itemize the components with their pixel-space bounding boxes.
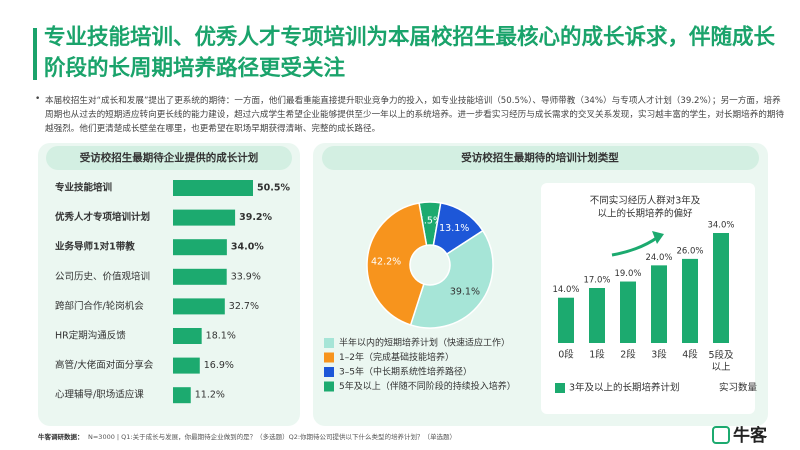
- logo-icon: [712, 426, 730, 444]
- legend-label: 3年及以上的长期培养计划: [569, 382, 680, 394]
- inset-box: [541, 183, 755, 414]
- value-label: 24.0%: [645, 253, 672, 263]
- value-label: 50.5%: [257, 183, 290, 194]
- summary: 本届校招生对“成长和发展”提出了更系统的期待：一方面，他们最看重能直接提升职业竞…: [45, 96, 785, 134]
- category-label: 公司历史、价值观培训: [55, 270, 150, 282]
- annotation: 不同实习经历人群对3年及: [590, 195, 701, 207]
- value-label: 16.9%: [204, 360, 234, 371]
- legend-label: 3–5年（中长期系统性培养路径）: [339, 366, 472, 378]
- trend-arrow-head: [652, 231, 664, 244]
- bar: [558, 297, 574, 343]
- value-label: 11.2%: [195, 390, 225, 401]
- x-tick-label-line: 以上: [711, 362, 731, 373]
- legend-label: 半年以内的短期培养计划（快速适应工作）: [339, 337, 510, 349]
- category-label: 业务导师1对1带教: [55, 241, 135, 253]
- legend-label: 1–2年（完成基础技能培养）: [339, 351, 454, 363]
- pie-slice: [409, 229, 494, 329]
- title-accent: [33, 28, 37, 80]
- logo: 牛客: [733, 425, 768, 446]
- source: N=3000 | Q1:关于成长与发展，你最期待企业做到的是？（多选题）Q2:你…: [88, 432, 456, 441]
- value-label: 34.0%: [231, 242, 264, 253]
- bar: [620, 281, 636, 343]
- bar: [173, 298, 225, 315]
- legend-swatch: [555, 383, 565, 393]
- x-tick-label: 4段: [682, 349, 698, 361]
- value-label: 33.9%: [231, 271, 261, 282]
- bar: [173, 328, 202, 344]
- chart-title: 受访校招生最期待企业提供的成长计划: [80, 151, 259, 164]
- legend-swatch: [324, 367, 334, 377]
- pie-slice: [366, 202, 428, 326]
- value-label: 32.7%: [229, 301, 259, 312]
- bar: [651, 265, 667, 343]
- value-label: 34.0%: [707, 221, 734, 231]
- value-label: 19.0%: [614, 269, 641, 279]
- annotation: 以上的长期培养的偏好: [597, 208, 693, 220]
- bar: [713, 233, 729, 343]
- bar: [173, 387, 191, 404]
- value-label: 14.0%: [552, 285, 579, 295]
- bar: [173, 357, 200, 374]
- x-tick-label: 1段: [589, 349, 605, 361]
- bar: [173, 268, 227, 285]
- x-axis-label: 实习数量: [719, 382, 758, 394]
- legend-swatch: [324, 338, 334, 348]
- panel-header: [46, 146, 292, 170]
- slide-title: 专业技能培训、优秀人才专项培训为本届校招生最核心的成长诉求，伴随成长阶段的长周期…: [44, 25, 776, 81]
- legend-swatch: [324, 381, 334, 392]
- category-label: 跨部门合作/轮岗机会: [55, 300, 144, 312]
- x-tick-label-line: 5段及: [708, 349, 734, 361]
- value-label: 5.5%: [418, 216, 442, 227]
- x-tick-label: 2段: [620, 349, 636, 361]
- category-label: HR定期沟通反馈: [55, 330, 126, 342]
- legend-swatch: [324, 352, 334, 363]
- bullet: •: [35, 94, 41, 104]
- x-tick-label: 5段及以上: [708, 349, 734, 373]
- trend-arrow: [611, 235, 659, 257]
- panel-header: [322, 146, 759, 170]
- value-label: 26.0%: [676, 246, 703, 256]
- category-label: 专业技能培训: [55, 182, 112, 194]
- value-label: 39.1%: [450, 286, 480, 297]
- bar: [682, 258, 698, 343]
- category-label: 高管/大佬面对面分享会: [55, 359, 154, 371]
- source-label: 牛客调研数据：: [38, 432, 84, 441]
- value-label: 13.1%: [439, 223, 469, 234]
- value-label: 18.1%: [206, 331, 236, 342]
- value-label: 17.0%: [583, 276, 610, 286]
- bar: [589, 288, 605, 343]
- legend-label: 5年及以上（伴随不同阶段的持续投入培养）: [339, 380, 516, 392]
- bar: [173, 209, 236, 226]
- x-tick-label: 3段: [651, 349, 667, 361]
- chart-title: 受访校招生最期待的培训计划类型: [461, 151, 619, 164]
- value-label: 42.2%: [371, 256, 401, 267]
- value-label: 39.2%: [239, 212, 272, 223]
- bar: [173, 180, 253, 196]
- x-tick-label: 0段: [558, 349, 574, 361]
- category-label: 心理辅导/职场适应课: [55, 389, 144, 401]
- bar: [173, 239, 227, 256]
- category-label: 优秀人才专项培训计划: [55, 211, 150, 223]
